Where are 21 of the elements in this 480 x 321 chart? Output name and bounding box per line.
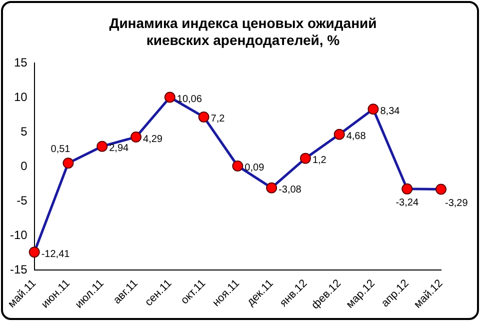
data-label: 0,51 bbox=[50, 144, 71, 155]
data-label: 8,34 bbox=[380, 106, 400, 117]
y-tick-label: 5 bbox=[20, 124, 28, 138]
data-label: 0,09 bbox=[244, 162, 265, 174]
y-tick-label: 10 bbox=[14, 90, 28, 104]
y-tick-label: -10 bbox=[10, 228, 28, 242]
data-label: 10,06 bbox=[176, 94, 202, 105]
data-label: 4,29 bbox=[143, 134, 163, 145]
data-label: 7,2 bbox=[210, 114, 226, 125]
chart-title: Динамика индекса ценовых ожиданий киевских арендодателей, % bbox=[108, 15, 378, 49]
data-label: -3,24 bbox=[396, 198, 419, 209]
y-tick-label: -5 bbox=[16, 193, 28, 208]
data-label: -3,08 bbox=[278, 184, 302, 196]
data-label: 1,2 bbox=[312, 155, 327, 166]
data-label: -12,41 bbox=[41, 248, 70, 260]
data-label: 2,94 bbox=[109, 143, 130, 154]
y-tick-label: 0 bbox=[20, 158, 28, 173]
data-label: -3,29 bbox=[445, 198, 468, 210]
y-tick-label: -15 bbox=[10, 262, 28, 276]
data-label: 4,68 bbox=[346, 131, 366, 142]
y-tick-label: 15 bbox=[14, 56, 28, 70]
